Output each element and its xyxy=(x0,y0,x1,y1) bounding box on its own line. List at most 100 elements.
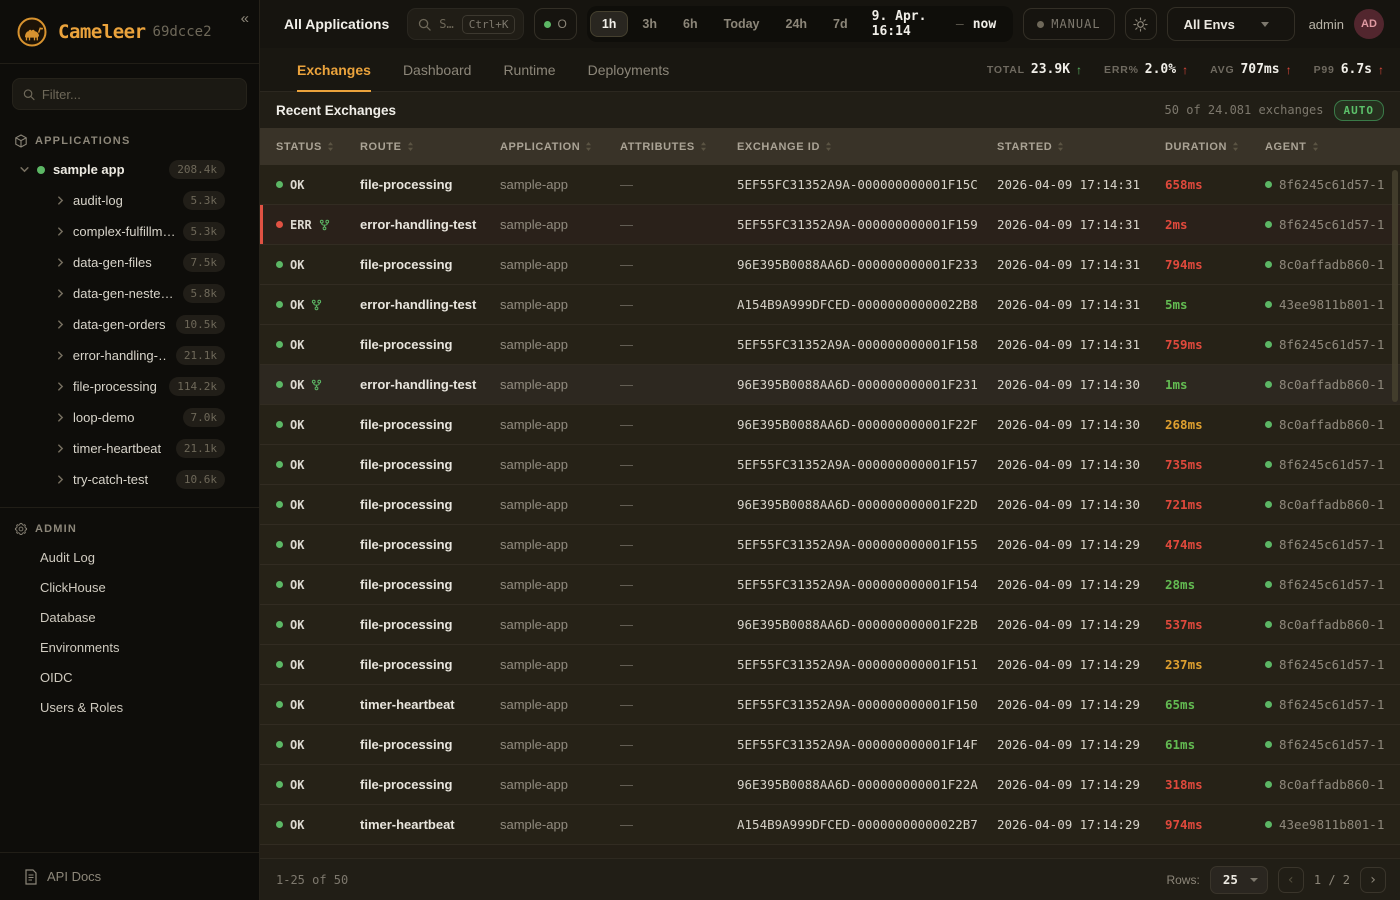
admin-item-environments[interactable]: Environments xyxy=(40,639,120,655)
collapse-sidebar-button[interactable]: « xyxy=(240,10,249,27)
application-cell: sample-app xyxy=(500,337,568,352)
sidebar-route-data-gen-orders[interactable]: data-gen-orders 10.5k xyxy=(0,309,259,340)
sidebar-route-data-gen-neste[interactable]: data-gen-neste… 5.8k xyxy=(0,278,259,309)
route-cell: file-processing xyxy=(360,657,453,672)
agent-id: 8c0affadb860-1 xyxy=(1279,777,1385,792)
chevron-right-icon xyxy=(58,320,64,329)
route-count-badge: 114.2k xyxy=(169,377,225,396)
sidebar-filter-box[interactable] xyxy=(12,78,247,110)
prev-page-button[interactable]: ‹ xyxy=(1277,866,1304,893)
exchange-row[interactable]: OK file-processing sample-app — 5EF55FC31352… xyxy=(260,325,1400,365)
sidebar-route-data-gen-files[interactable]: data-gen-files 7.5k xyxy=(0,247,259,278)
time-range-7d[interactable]: 7d xyxy=(821,11,860,37)
route-cell: file-processing xyxy=(360,457,453,472)
column-header-application[interactable]: APPLICATION xyxy=(500,141,620,153)
column-header-started[interactable]: STARTED xyxy=(997,141,1165,153)
admin-item-oidc[interactable]: OIDC xyxy=(40,669,73,685)
column-header-status[interactable]: STATUS xyxy=(276,141,360,153)
duration-cell: 1ms xyxy=(1165,377,1188,392)
started-cell: 2026-04-09 17:14:29 xyxy=(997,537,1140,552)
fork-icon xyxy=(312,379,322,390)
exchange-id-cell: 5EF55FC31352A9A-000000000001F159 xyxy=(737,217,978,232)
exchange-row[interactable]: OK file-processing sample-app — 5EF55FC31352… xyxy=(260,645,1400,685)
agent-status-dot xyxy=(1265,701,1272,708)
column-header-duration[interactable]: DURATION xyxy=(1165,141,1265,153)
exchange-row[interactable]: OK file-processing sample-app — 96E395B0088A… xyxy=(260,405,1400,445)
column-label: ATTRIBUTES xyxy=(620,140,695,153)
exchange-row[interactable]: ERR error-handling-test sample-app — 5EF55FC… xyxy=(260,205,1400,245)
status-cell: OK xyxy=(276,618,360,632)
auto-refresh-badge[interactable]: AUTO xyxy=(1333,99,1384,121)
status-dot xyxy=(276,581,283,588)
exchange-row[interactable]: OK timer-heartbeat sample-app — A154B9A999DF… xyxy=(260,805,1400,845)
exchange-row[interactable]: OK file-processing sample-app — 5EF55FC31352… xyxy=(260,165,1400,205)
time-range-3h[interactable]: 3h xyxy=(630,11,669,37)
time-range-6h[interactable]: 6h xyxy=(671,11,710,37)
theme-toggle-button[interactable] xyxy=(1124,8,1157,40)
sidebar-route-audit-log[interactable]: audit-log 5.3k xyxy=(0,185,259,216)
sidebar-item-sample-app[interactable]: sample app 208.4k xyxy=(0,154,259,185)
time-range-today[interactable]: Today xyxy=(712,11,772,37)
environment-select[interactable]: All Envs xyxy=(1166,7,1295,41)
exchange-row[interactable]: OK file-processing sample-app — 5EF55FC31352… xyxy=(260,565,1400,605)
column-header-exchange-id[interactable]: EXCHANGE ID xyxy=(737,141,997,153)
api-docs-link[interactable]: API Docs xyxy=(0,852,259,900)
manual-dot-icon xyxy=(1037,20,1045,28)
sidebar-route-timer-heartbeat[interactable]: timer-heartbeat 21.1k xyxy=(0,433,259,464)
attributes-cell: — xyxy=(620,577,633,592)
rows-per-page-select[interactable]: 25 xyxy=(1209,865,1268,894)
sidebar-route-loop-demo[interactable]: loop-demo 7.0k xyxy=(0,402,259,433)
route-label: complex-fulfillm… xyxy=(72,224,175,239)
status-label: OK xyxy=(290,457,305,472)
column-header-agent[interactable]: AGENT xyxy=(1265,141,1400,153)
exchange-id-cell: 5EF55FC31352A9A-000000000001F151 xyxy=(737,657,978,672)
exchange-row[interactable]: OK file-processing sample-app — 96E395B0088A… xyxy=(260,485,1400,525)
agent-id: 8f6245c61d57-1 xyxy=(1279,657,1385,672)
sidebar-route-complex-fulfillm[interactable]: complex-fulfillm… 5.3k xyxy=(0,216,259,247)
status-filter-label: O xyxy=(557,17,567,31)
exchange-row[interactable]: OK file-processing sample-app — 96E395B0088A… xyxy=(260,605,1400,645)
sidebar-route-file-processing[interactable]: file-processing 114.2k xyxy=(0,371,259,402)
manual-refresh-button[interactable]: MANUAL xyxy=(1023,8,1115,40)
tab-runtime[interactable]: Runtime xyxy=(503,61,556,78)
started-cell: 2026-04-09 17:14:31 xyxy=(997,257,1140,272)
app-title: Cameleer xyxy=(58,20,146,43)
time-range-display[interactable]: 9. Apr. 16:14 — now xyxy=(862,9,1011,39)
agent-cell: 8f6245c61d57-1 xyxy=(1265,737,1400,752)
agent-cell: 8f6245c61d57-1 xyxy=(1265,457,1400,472)
time-range-24h[interactable]: 24h xyxy=(774,11,820,37)
global-search-box[interactable]: S… Ctrl+K xyxy=(407,8,525,40)
exchange-row[interactable]: OK file-processing sample-app — 96E395B0088A… xyxy=(260,765,1400,805)
filter-input[interactable] xyxy=(41,86,236,102)
exchange-row[interactable]: OK error-handling-test sample-app — A154B9A9… xyxy=(260,285,1400,325)
stat-value: 6.7s xyxy=(1340,62,1372,77)
sidebar-divider xyxy=(0,507,259,508)
tab-dashboard[interactable]: Dashboard xyxy=(402,61,472,78)
admin-item-audit-log[interactable]: Audit Log xyxy=(40,549,95,565)
avatar[interactable]: AD xyxy=(1354,9,1384,39)
header-stats: TOTAL 23.9K ↑ ERR% 2.0% ↑ AVG 707ms ↑ P99 6.7s ↑ xyxy=(987,48,1384,91)
next-page-button[interactable]: › xyxy=(1360,866,1386,893)
admin-section-label: ADMIN xyxy=(35,523,78,535)
tab-exchanges[interactable]: Exchanges xyxy=(297,48,371,92)
exchange-row[interactable]: OK timer-heartbeat sample-app — 5EF55FC31352… xyxy=(260,685,1400,725)
exchange-row[interactable]: OK file-processing sample-app — 96E395B0088A… xyxy=(260,245,1400,285)
sidebar-route-try-catch-test[interactable]: try-catch-test 10.6k xyxy=(0,464,259,495)
admin-item-database[interactable]: Database xyxy=(40,609,96,625)
status-filter-chip[interactable]: O xyxy=(534,8,577,40)
application-cell: sample-app xyxy=(500,177,568,192)
sidebar-route-error-handling[interactable]: error-handling-… 21.1k xyxy=(0,340,259,371)
admin-item-clickhouse[interactable]: ClickHouse xyxy=(40,579,106,595)
admin-item-users-roles[interactable]: Users & Roles xyxy=(40,699,124,715)
exchange-row[interactable]: OK file-processing sample-app — 5EF55FC31352… xyxy=(260,445,1400,485)
search-shortcut-kbd: Ctrl+K xyxy=(461,14,516,34)
status-dot xyxy=(276,341,283,348)
exchange-row[interactable]: OK error-handling-test sample-app — 96E395B0… xyxy=(260,365,1400,405)
column-header-route[interactable]: ROUTE xyxy=(360,141,500,153)
exchange-row[interactable]: OK file-processing sample-app — 5EF55FC31352… xyxy=(260,725,1400,765)
column-header-attributes[interactable]: ATTRIBUTES xyxy=(620,141,737,153)
scrollbar-thumb[interactable] xyxy=(1392,170,1398,402)
time-range-1h[interactable]: 1h xyxy=(589,11,629,37)
tab-deployments[interactable]: Deployments xyxy=(587,61,670,78)
exchange-row[interactable]: OK file-processing sample-app — 5EF55FC31352… xyxy=(260,525,1400,565)
